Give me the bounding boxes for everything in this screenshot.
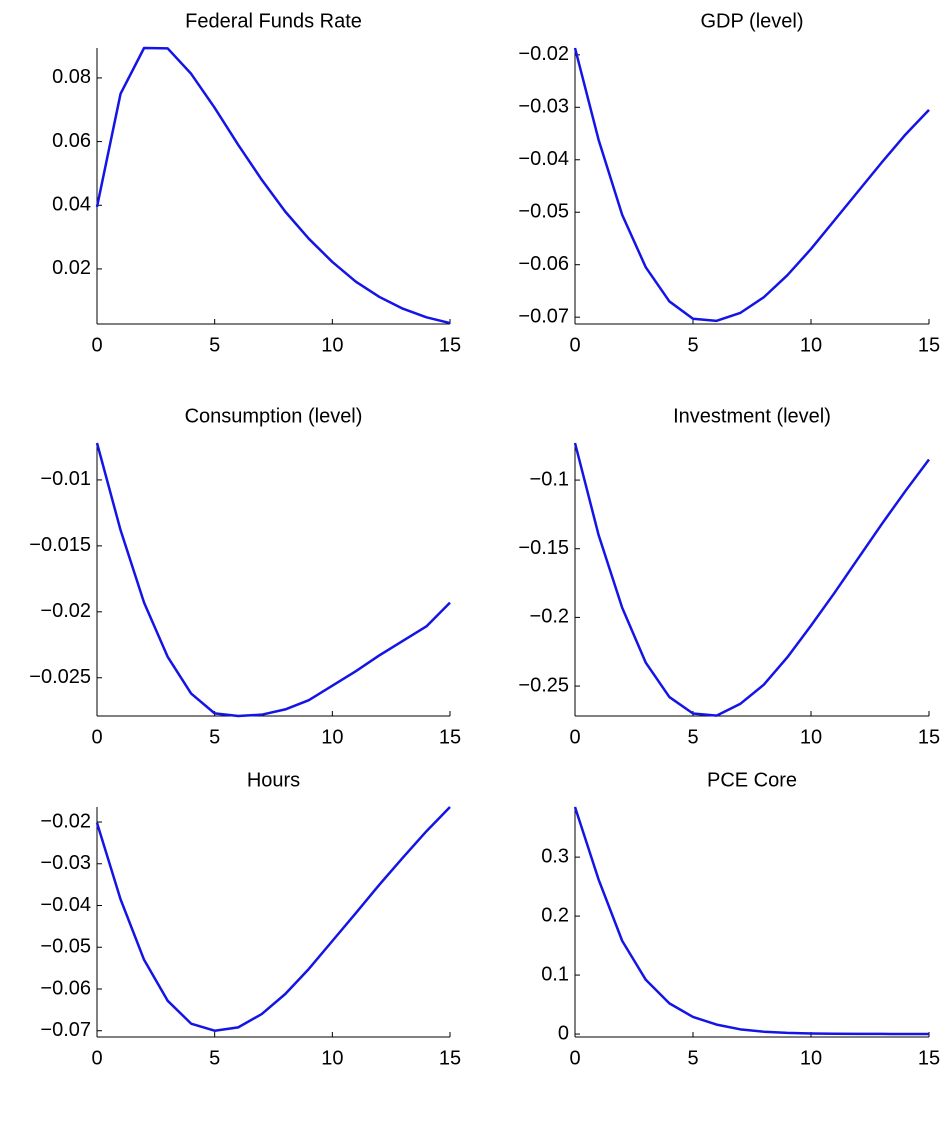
y-tick-label: 0.02 (52, 257, 91, 279)
y-tick-label: 0.3 (541, 845, 569, 867)
chart-title: Investment (level) (673, 405, 831, 427)
x-tick-label: 0 (91, 334, 102, 356)
x-tick-label: 15 (439, 1047, 461, 1069)
x-tick-label: 0 (91, 1047, 102, 1069)
chart-title: Hours (247, 769, 300, 791)
y-tick-label: −0.02 (40, 810, 91, 832)
y-tick-label: −0.04 (40, 894, 91, 916)
x-tick-label: 10 (321, 726, 343, 748)
x-tick-label: 5 (687, 726, 698, 748)
y-tick-label: −0.015 (29, 534, 91, 556)
y-tick-label: −0.03 (518, 96, 569, 118)
x-tick-label: 15 (439, 334, 461, 356)
line-series (573, 442, 931, 717)
y-tick-label: −0.06 (40, 977, 91, 999)
x-tick-label: 10 (800, 726, 822, 748)
y-tick-label: −0.02 (40, 600, 91, 622)
line-series (573, 47, 930, 323)
x-tick-label: 5 (687, 1047, 698, 1069)
x-tick-label: 0 (569, 1047, 580, 1069)
y-tick-label: 0 (558, 1022, 569, 1044)
x-tick-label: 10 (800, 334, 822, 356)
y-tick-label: −0.01 (40, 468, 91, 490)
x-tick-label: 10 (800, 1047, 822, 1069)
y-tick-label: −0.06 (518, 253, 569, 275)
y-tick-label: −0.05 (40, 936, 91, 958)
x-tick-label: 15 (918, 334, 940, 356)
x-tick-label: 0 (569, 726, 580, 748)
y-tick-label: −0.05 (518, 201, 569, 223)
y-tick-label: −0.2 (530, 606, 569, 628)
x-tick-label: 5 (209, 1047, 220, 1069)
y-tick-label: −0.07 (518, 305, 569, 327)
x-tick-label: 10 (321, 334, 343, 356)
x-tick-label: 15 (439, 726, 461, 748)
x-tick-label: 5 (209, 726, 220, 748)
chart-title: GDP (level) (701, 10, 804, 32)
y-tick-label: 0.08 (52, 66, 91, 88)
line-series (573, 806, 929, 1036)
y-tick-label: 0.06 (52, 130, 91, 152)
x-tick-label: 0 (91, 726, 102, 748)
y-tick-label: 0.2 (541, 904, 569, 926)
y-tick-label: −0.15 (518, 537, 569, 559)
chart-title: PCE Core (707, 769, 797, 791)
y-tick-label: 0.1 (541, 963, 569, 985)
line-series (95, 46, 451, 325)
y-tick-label: −0.04 (518, 148, 569, 170)
chart-title: Federal Funds Rate (185, 10, 362, 32)
line-series (95, 806, 451, 1032)
x-tick-label: 15 (918, 726, 940, 748)
chart-title: Consumption (level) (185, 405, 363, 427)
y-tick-label: −0.07 (40, 1019, 91, 1041)
x-tick-label: 5 (209, 334, 220, 356)
y-tick-label: −0.1 (530, 468, 569, 490)
y-tick-label: 0.04 (52, 194, 91, 216)
x-tick-label: 0 (569, 334, 580, 356)
y-tick-label: −0.25 (518, 674, 569, 696)
y-tick-label: −0.025 (29, 666, 91, 688)
x-tick-label: 15 (918, 1047, 940, 1069)
x-tick-label: 5 (687, 334, 698, 356)
line-series (95, 442, 451, 718)
x-tick-label: 10 (321, 1047, 343, 1069)
y-tick-label: −0.03 (40, 852, 91, 874)
y-tick-label: −0.02 (518, 43, 569, 65)
